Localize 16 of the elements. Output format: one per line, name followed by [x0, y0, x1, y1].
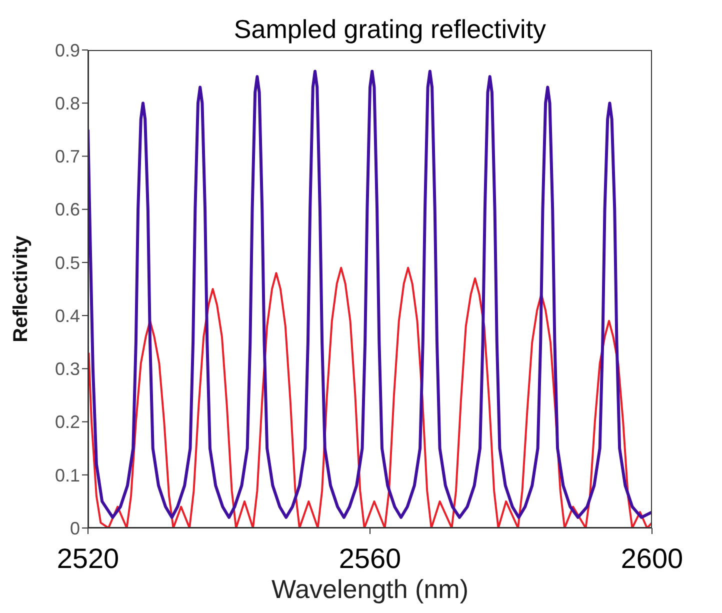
y-tick-label: 0.7: [54, 146, 80, 167]
y-tick-label: 0.6: [54, 200, 80, 220]
x-tick-label: 2560: [338, 542, 402, 574]
y-tick-label: 0.3: [54, 359, 80, 380]
y-tick-label: 0.2: [54, 412, 80, 432]
y-tick-label: 0.1: [54, 465, 80, 486]
chart-title: Sampled grating reflectivity: [232, 14, 548, 45]
x-axis-title: Wavelength (nm): [272, 574, 468, 604]
x-tick-label: 2600: [620, 542, 684, 574]
y-tick-label: 0.9: [54, 40, 80, 60]
y-tick-label: 0.5: [54, 252, 80, 273]
y-tick-label: 0.8: [54, 94, 80, 114]
y-tick-label: 0: [70, 518, 80, 538]
y-axis-title: Reflectivity: [10, 234, 32, 342]
x-tick-label: 2520: [56, 542, 120, 574]
y-tick-label: 0.4: [54, 306, 80, 326]
